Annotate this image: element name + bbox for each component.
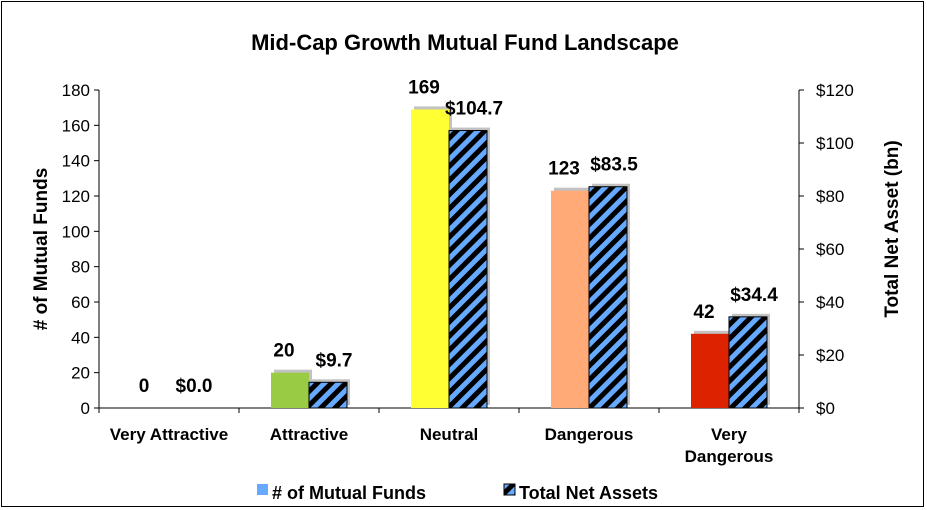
legend-label-mutual-funds: # of Mutual Funds xyxy=(272,483,426,503)
bar-total-net-assets xyxy=(448,130,488,409)
category-label: Neutral xyxy=(420,425,479,444)
data-label-total-net-assets: $0.0 xyxy=(176,376,213,397)
data-label-mutual-funds: 123 xyxy=(548,159,580,180)
data-label-mutual-funds: 0 xyxy=(139,376,150,397)
right-tick-label: $80 xyxy=(816,187,844,206)
y2-axis-title: Total Net Asset (bn) xyxy=(882,140,903,317)
data-label-total-net-assets: $83.5 xyxy=(590,155,638,176)
category-label: Dangerous xyxy=(545,425,634,444)
right-tick-label: $40 xyxy=(816,293,844,312)
left-tick-label: 120 xyxy=(62,187,90,206)
category-label: Very xyxy=(711,425,747,444)
category-label: Attractive xyxy=(270,425,348,444)
data-label-mutual-funds: 169 xyxy=(408,77,440,98)
data-label-mutual-funds: 20 xyxy=(273,341,294,362)
y-axis-title: # of Mutual Funds xyxy=(31,168,52,331)
left-tick-label: 0 xyxy=(81,399,90,418)
bar-mutual-funds xyxy=(411,109,449,408)
category-label: Very Attractive xyxy=(110,425,228,444)
left-tick-label: 140 xyxy=(62,152,90,171)
bar-total-net-assets xyxy=(308,381,348,409)
left-tick-label: 100 xyxy=(62,222,90,241)
bar-total-net-assets xyxy=(588,186,628,409)
left-tick-label: 20 xyxy=(71,364,90,383)
left-tick-label: 60 xyxy=(71,293,90,312)
data-label-total-net-assets: $34.4 xyxy=(730,285,778,306)
data-label-total-net-assets: $104.7 xyxy=(445,99,503,120)
bar-mutual-funds xyxy=(551,190,589,408)
data-label-total-net-assets: $9.7 xyxy=(316,350,353,371)
right-tick-label: $0 xyxy=(816,399,835,418)
bar-total-net-assets xyxy=(728,316,768,409)
chart-title: Mid-Cap Growth Mutual Fund Landscape xyxy=(251,30,679,55)
category-label: Dangerous xyxy=(685,447,774,466)
legend-label-total-net-assets: Total Net Assets xyxy=(519,483,658,503)
left-tick-label: 40 xyxy=(71,328,90,347)
right-tick-label: $100 xyxy=(816,134,854,153)
legend-swatch-mutual-funds xyxy=(257,484,268,495)
left-tick-label: 160 xyxy=(62,116,90,135)
data-label-mutual-funds: 42 xyxy=(693,302,714,323)
right-tick-label: $60 xyxy=(816,240,844,259)
left-tick-label: 80 xyxy=(71,258,90,277)
right-tick-label: $20 xyxy=(816,346,844,365)
left-tick-label: 180 xyxy=(62,81,90,100)
legend-swatch-total-net-assets xyxy=(503,483,516,496)
bar-mutual-funds xyxy=(691,333,729,408)
right-tick-label: $120 xyxy=(816,81,854,100)
bar-mutual-funds xyxy=(271,372,309,408)
